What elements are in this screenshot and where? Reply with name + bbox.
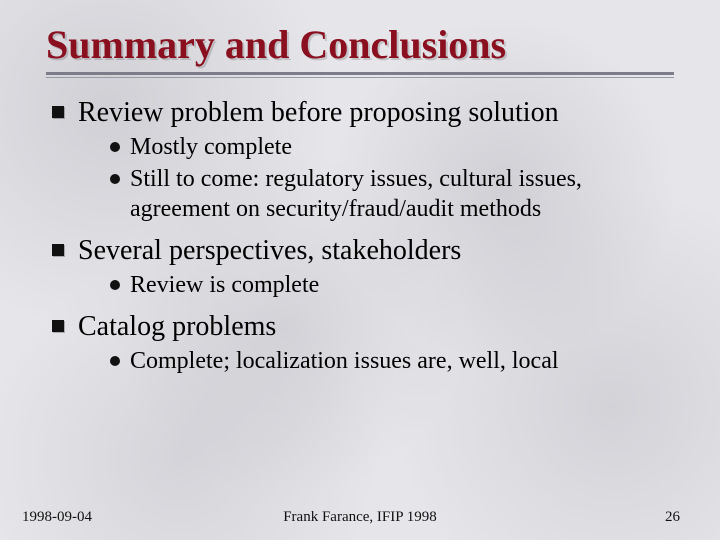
square-bullet-icon bbox=[52, 106, 64, 118]
square-bullet-icon bbox=[52, 244, 64, 256]
sub-list-item: Complete; localization issues are, well,… bbox=[110, 346, 674, 376]
list-item-text: Review problem before proposing solution bbox=[78, 96, 559, 130]
content-area: Review problem before proposing solution… bbox=[46, 96, 674, 376]
sub-list-item: Mostly complete bbox=[110, 132, 674, 162]
footer-author: Frank Farance, IFIP 1998 bbox=[283, 509, 437, 526]
sub-list-item: Still to come: regulatory issues, cultur… bbox=[110, 164, 674, 224]
square-bullet-icon bbox=[52, 320, 64, 332]
list-item: Several perspectives, stakeholders bbox=[46, 234, 674, 268]
sub-list-item: Review is complete bbox=[110, 270, 674, 300]
list-item-text: Several perspectives, stakeholders bbox=[78, 234, 461, 268]
sub-list-item-text: Complete; localization issues are, well,… bbox=[130, 346, 559, 376]
sub-list-item-text: Still to come: regulatory issues, cultur… bbox=[130, 164, 674, 224]
slide: Summary and Conclusions Review problem b… bbox=[0, 0, 720, 540]
slide-title: Summary and Conclusions bbox=[46, 22, 674, 68]
title-rule bbox=[46, 72, 674, 78]
list-item: Review problem before proposing solution bbox=[46, 96, 674, 130]
sub-list-item-text: Review is complete bbox=[130, 270, 319, 300]
list-item-text: Catalog problems bbox=[78, 310, 276, 344]
footer-date: 1998-09-04 bbox=[22, 509, 92, 526]
sub-list-item-text: Mostly complete bbox=[130, 132, 292, 162]
dot-bullet-icon bbox=[110, 280, 120, 290]
dot-bullet-icon bbox=[110, 142, 120, 152]
list-item: Catalog problems bbox=[46, 310, 674, 344]
footer: 1998-09-04 Frank Farance, IFIP 1998 26 bbox=[0, 509, 720, 526]
dot-bullet-icon bbox=[110, 356, 120, 366]
footer-page-number: 26 bbox=[665, 509, 680, 526]
dot-bullet-icon bbox=[110, 174, 120, 184]
